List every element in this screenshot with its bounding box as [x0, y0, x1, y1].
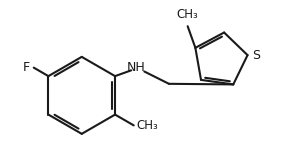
Text: NH: NH — [127, 61, 146, 74]
Text: F: F — [23, 61, 30, 74]
Text: S: S — [252, 49, 260, 62]
Text: CH₃: CH₃ — [137, 119, 158, 132]
Text: CH₃: CH₃ — [177, 8, 199, 21]
